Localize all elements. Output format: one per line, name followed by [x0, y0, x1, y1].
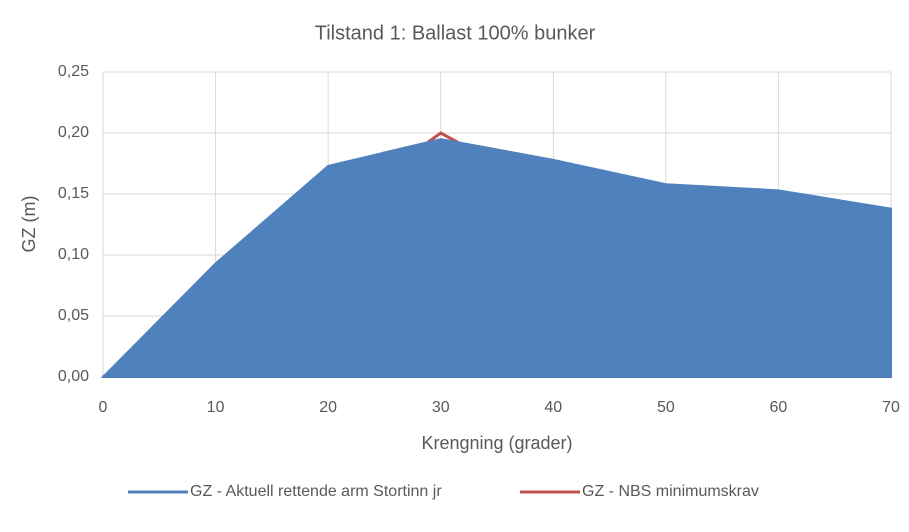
- x-axis-title: Krengning (grader): [421, 433, 572, 453]
- x-tick-label: 20: [319, 399, 337, 416]
- area: [100, 138, 892, 378]
- x-tick-label: 30: [432, 399, 450, 416]
- y-tick-label: 0,05: [58, 307, 89, 324]
- x-tick-label: 10: [207, 399, 225, 416]
- x-tick-label: 40: [544, 399, 562, 416]
- y-tick-label: 0,20: [58, 124, 89, 141]
- y-tick-label: 0,10: [58, 246, 89, 263]
- y-tick-label: 0,15: [58, 185, 89, 202]
- x-tick-label: 50: [657, 399, 675, 416]
- x-tick-label: 70: [882, 399, 900, 416]
- legend-label: GZ - NBS minimumskrav: [582, 483, 759, 500]
- legend-label: GZ - Aktuell rettende arm Stortinn jr: [190, 483, 442, 500]
- y-tick-label: 0,00: [58, 368, 89, 385]
- y-axis-title: GZ (m): [19, 196, 39, 253]
- chart-title: Tilstand 1: Ballast 100% bunker: [315, 22, 596, 44]
- y-tick-label: 0,25: [58, 63, 89, 80]
- x-tick-label: 60: [770, 399, 788, 416]
- x-tick-label: 0: [99, 399, 108, 416]
